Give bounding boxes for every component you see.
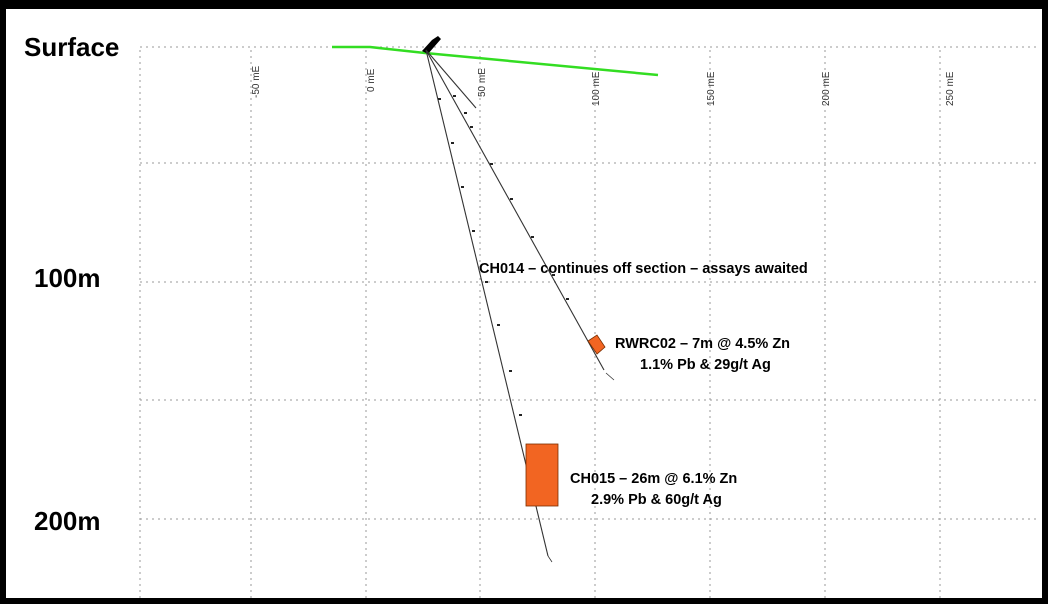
easting-label: -50 mE <box>251 65 262 98</box>
ch015-annotation-line1: CH015 – 26m @ 6.1% Zn <box>570 471 737 487</box>
rwrc02-end-tag <box>612 377 634 385</box>
easting-label: 200 mE <box>821 71 832 106</box>
ch015-intercept <box>525 443 559 507</box>
drillhole-tick-marks <box>438 95 569 416</box>
easting-label: 150 mE <box>706 71 717 106</box>
ch015-annotation-line2: 2.9% Pb & 60g/t Ag <box>591 492 722 508</box>
drillhole-rwrc02-trace <box>425 49 605 371</box>
rwrc02-annotation-line1: RWRC02 – 7m @ 4.5% Zn <box>615 336 790 352</box>
rwrc02-intercept <box>587 334 606 355</box>
easting-label: 50 mE <box>477 68 488 97</box>
easting-label: 100 mE <box>591 71 602 106</box>
grid-vertical <box>139 50 941 598</box>
depth-100m-label: 100m <box>34 263 101 293</box>
ch014-annotation: CH014 – continues off section – assays a… <box>479 261 808 277</box>
rwrc02-end-marker <box>605 372 615 381</box>
surface-label: Surface <box>24 32 119 62</box>
rwrc02-annotation-line2: 1.1% Pb & 29g/t Ag <box>640 357 771 373</box>
depth-200m-label: 200m <box>34 506 101 536</box>
grid-horizontal <box>140 46 1040 520</box>
ch015-end-marker <box>547 555 553 563</box>
drill-collar-icon <box>422 36 441 54</box>
easting-label: 0 mE <box>366 68 377 92</box>
easting-label: 250 mE <box>945 71 956 106</box>
surface-topography-line <box>332 45 659 77</box>
drillhole-ch014-trace <box>425 49 477 109</box>
